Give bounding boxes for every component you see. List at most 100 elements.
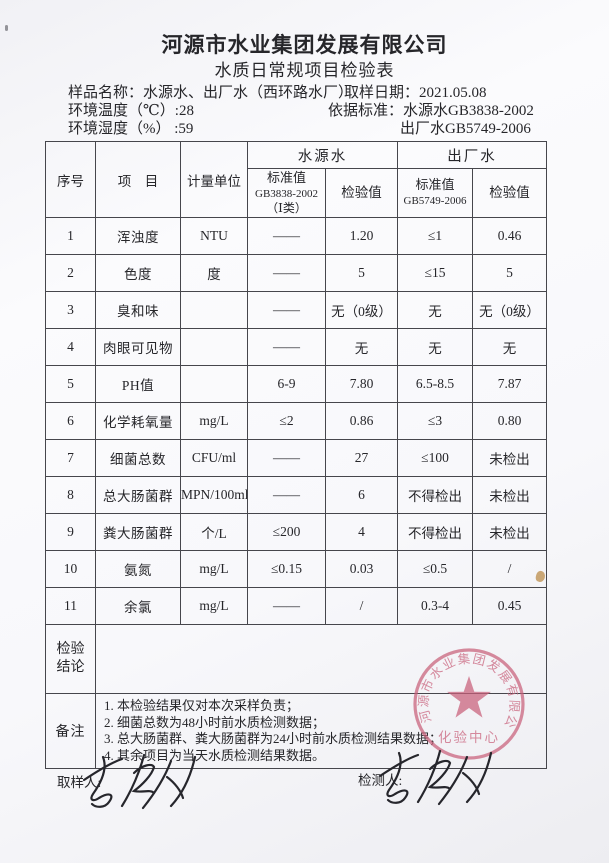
cell-factory-standard: 不得检出 xyxy=(397,476,473,514)
remarks-lines: 1. 本检验结果仅对本次采样负责； 2. 细菌总数为48小时前水质检测数据； 3. … xyxy=(104,698,542,764)
source-standard-code: GB3838-2002 xyxy=(255,187,318,200)
cell-source-check: 无 xyxy=(325,328,398,366)
cell-factory-check: 无（0级） xyxy=(472,291,547,329)
remarks-content: 1. 本检验结果仅对本次采样负责； 2. 细菌总数为48小时前水质检测数据； 3. … xyxy=(95,693,547,769)
cell-factory-standard: ≤15 xyxy=(397,254,473,292)
cell-factory-standard: 0.3-4 xyxy=(397,587,473,625)
cell-factory-check: 7.87 xyxy=(472,365,547,403)
tester-signature xyxy=(378,749,493,806)
cell-factory-standard: 6.5-8.5 xyxy=(397,365,473,403)
sample-name-line: 样品名称：水源水、出厂水（西环路水厂） xyxy=(68,81,353,102)
table-row: 11 余氯 mg/L —— / 0.3-4 0.45 xyxy=(45,587,547,625)
cell-unit xyxy=(180,365,248,403)
col-header-factory-check: 检验值 xyxy=(472,168,547,218)
col-header-item: 项 目 xyxy=(95,141,181,218)
col-header-source-standard: 标准值 GB3838-2002 （Ⅰ类） xyxy=(247,168,326,218)
cell-item: 总大肠菌群 xyxy=(95,476,181,514)
remark-line: 2. 细菌总数为48小时前水质检测数据； xyxy=(104,714,326,730)
cell-source-standard: —— xyxy=(247,217,326,255)
tester-label: 检测人: xyxy=(358,773,403,788)
table-row: 4 肉眼可见物 —— 无 无 无 xyxy=(45,328,547,366)
cell-no: 4 xyxy=(45,328,96,366)
inspection-table: 序号 项 目 计量单位 水源水 出厂水 标准值 GB3838-2002 （Ⅰ类）… xyxy=(45,141,547,769)
env-temp-line: 环境温度（℃）:28 xyxy=(68,99,194,120)
factory-standard-title: 标准值 xyxy=(415,177,455,193)
cell-source-standard: —— xyxy=(247,476,326,514)
sampling-date-value: 2021.05.08 xyxy=(419,85,487,101)
remark-line: 4. 其余项目为当天水质检测结果数据。 xyxy=(104,747,326,763)
sample-name-label: 样品名称： xyxy=(68,85,144,101)
table-row: 1 浑浊度 NTU —— 1.20 ≤1 0.46 xyxy=(45,217,547,255)
cell-no: 1 xyxy=(45,217,96,255)
cell-source-standard: —— xyxy=(247,328,326,366)
col-header-factory-standard: 标准值 GB5749-2006 xyxy=(397,168,473,218)
cell-item: 浑浊度 xyxy=(95,217,181,255)
table-row: 5 PH值 6-9 7.80 6.5-8.5 7.87 xyxy=(45,365,547,403)
conclusion-row: 检验 结论 xyxy=(45,624,547,694)
remark-line: 3. 总大肠菌群、粪大肠菌群为24小时前水质检测结果数据； xyxy=(104,731,443,746)
company-seal: 河源市水业集团发展有限公司 化验中心 xyxy=(407,642,525,760)
cell-item: 肉眼可见物 xyxy=(95,328,181,366)
col-header-source-check: 检验值 xyxy=(325,168,398,218)
table-row: 8 总大肠菌群 MPN/100ml —— 6 不得检出 未检出 xyxy=(45,476,547,514)
cell-unit: NTU xyxy=(180,217,248,255)
cell-item: PH值 xyxy=(95,365,181,403)
conclusion-label-line2: 结论 xyxy=(56,660,85,675)
form-title: 水质日常规项目检验表 xyxy=(214,61,395,80)
group-header-source-water: 水源水 xyxy=(247,141,398,169)
env-temp-label: 环境温度（℃）: xyxy=(68,103,179,119)
cell-no: 9 xyxy=(45,513,96,551)
col-header-unit: 计量单位 xyxy=(180,141,248,218)
cell-factory-check: 未检出 xyxy=(472,476,547,514)
cell-no: 6 xyxy=(45,402,96,440)
table-row: 7 细菌总数 CFU/ml —— 27 ≤100 未检出 xyxy=(45,439,547,477)
cell-factory-standard: 不得检出 xyxy=(397,513,473,551)
cell-factory-check: 0.80 xyxy=(472,402,547,440)
sampler-label: 取样人: xyxy=(57,775,102,790)
cell-no: 5 xyxy=(45,365,96,403)
cell-factory-check: 5 xyxy=(472,254,547,292)
factory-standard-code: GB5749-2006 xyxy=(403,195,467,208)
cell-source-check: 4 xyxy=(325,513,398,551)
cell-no: 7 xyxy=(45,439,96,477)
cell-source-check: 无（0级） xyxy=(325,291,398,329)
env-humidity-label: 环境湿度（%） : xyxy=(68,121,179,137)
seal-ring-textpath: 河源市水业集团发展有限公司 xyxy=(407,642,520,731)
cell-item: 氨氮 xyxy=(95,550,181,588)
cell-source-standard: ≤2 xyxy=(247,402,326,440)
table-row: 9 粪大肠菌群 个/L ≤200 4 不得检出 未检出 xyxy=(45,513,547,551)
env-humidity-line: 环境湿度（%） :59 xyxy=(68,117,193,138)
seal-ring xyxy=(413,648,525,760)
cell-factory-check: 未检出 xyxy=(472,513,547,551)
conclusion-label-line1: 检验 xyxy=(56,641,85,657)
remarks-row: 备注 1. 本检验结果仅对本次采样负责； 2. 细菌总数为48小时前水质检测数据；… xyxy=(45,693,547,769)
cell-factory-standard: ≤100 xyxy=(397,439,473,477)
seal-star-icon xyxy=(447,676,491,718)
env-humidity-value: 59 xyxy=(178,121,194,137)
table-row: 2 色度 度 —— 5 ≤15 5 xyxy=(45,254,547,292)
seal-ring-text: 河源市水业集团发展有限公司 xyxy=(407,642,521,731)
sampling-date-label: 取样日期： xyxy=(344,85,420,101)
cell-factory-standard: 无 xyxy=(397,291,473,329)
cell-unit: MPN/100ml xyxy=(180,476,248,514)
cell-unit xyxy=(180,328,248,366)
cell-unit: mg/L xyxy=(180,402,248,440)
cell-factory-standard: ≤1 xyxy=(397,217,473,255)
cell-source-standard: ≤0.15 xyxy=(247,550,326,588)
cell-source-check: 7.80 xyxy=(325,365,398,403)
cell-item: 余氯 xyxy=(95,587,181,625)
table-body: 1 浑浊度 NTU —— 1.20 ≤1 0.46 2 色度 度 —— 5 ≤1… xyxy=(45,217,547,625)
cell-source-check: 6 xyxy=(325,476,398,514)
cell-unit: 个/L xyxy=(180,513,248,551)
cell-source-standard: ≤200 xyxy=(247,513,326,551)
cell-source-check: / xyxy=(325,587,398,625)
cell-source-standard: —— xyxy=(247,439,326,477)
standard-source-value: 水源水GB3838-2002 xyxy=(403,103,534,119)
table-row: 3 臭和味 —— 无（0级） 无 无（0级） xyxy=(45,291,547,329)
seal-center-text: 化验中心 xyxy=(438,730,500,745)
cell-source-check: 27 xyxy=(325,439,398,477)
cell-factory-standard: ≤3 xyxy=(397,402,473,440)
cell-source-check: 0.03 xyxy=(325,550,398,588)
cell-item: 化学耗氧量 xyxy=(95,402,181,440)
